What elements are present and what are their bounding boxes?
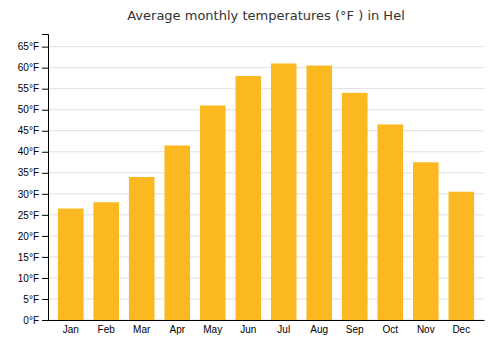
y-tick-label: 60°F [18, 62, 39, 73]
y-tick-label: 55°F [18, 83, 39, 94]
x-tick-label: Apr [169, 324, 185, 335]
y-tick-mark [42, 173, 48, 174]
y-tick-mark [42, 215, 48, 216]
y-tick-mark [42, 236, 48, 237]
x-tick-label: Aug [310, 324, 328, 335]
y-tick-label: 20°F [18, 231, 39, 242]
y-tick-label: 10°F [18, 273, 39, 284]
y-tick-mark [42, 257, 48, 258]
x-tick-label: Nov [417, 324, 435, 335]
grid-line [48, 109, 484, 110]
y-tick-mark [42, 47, 48, 48]
bar [448, 192, 474, 320]
x-tick-label: Sep [346, 324, 364, 335]
x-tick-label: Feb [98, 324, 116, 335]
y-tick-label: 50°F [18, 104, 39, 115]
y-tick: 10°F [18, 273, 48, 284]
x-tick: Aug [310, 324, 328, 335]
y-tick: 65°F [18, 41, 48, 52]
y-tick: 55°F [18, 83, 48, 94]
y-axis-line [42, 35, 49, 321]
y-tick-mark [42, 299, 48, 300]
bar [93, 202, 119, 320]
x-axis-line [49, 320, 485, 321]
x-tick: Nov [417, 324, 435, 335]
x-tick-label: Jan [63, 324, 79, 335]
bar [377, 124, 403, 320]
bar [200, 106, 226, 321]
x-tick-label: Jun [240, 324, 256, 335]
title: Average monthly temperatures (°F ) in He… [127, 8, 405, 23]
y-tick: 5°F [23, 294, 48, 305]
y-tick-mark [42, 152, 48, 153]
x-tick-label: May [203, 324, 222, 335]
y-tick-label: 25°F [18, 210, 39, 221]
bar [129, 177, 155, 320]
y-tick-label: 15°F [18, 252, 39, 263]
bar [306, 66, 332, 320]
x-tick: Apr [169, 324, 185, 335]
x-tick: Jun [240, 324, 256, 335]
y-tick-mark [42, 68, 48, 69]
x-tick: Jan [63, 324, 79, 335]
grid-line [48, 46, 484, 47]
y-tick-mark [42, 131, 48, 132]
bar [235, 76, 261, 320]
bar [271, 63, 297, 320]
y-tick-label: 45°F [18, 125, 39, 136]
bar [342, 93, 368, 320]
x-axis: Jan Feb Mar Apr May Jun Jul Aug Sep Oct Nov Dec [49, 321, 485, 336]
x-tick: Dec [452, 324, 470, 335]
y-tick: 40°F [18, 146, 48, 157]
grid-line [48, 67, 484, 68]
x-tick: Mar [133, 324, 151, 335]
grid-line [48, 88, 484, 89]
y-tick: 15°F [18, 252, 48, 263]
y-tick-mark [42, 110, 48, 111]
grid [48, 47, 484, 320]
y-tick-mark [42, 278, 48, 279]
y-tick-label: 5°F [23, 294, 39, 305]
y-tick: 45°F [18, 125, 48, 136]
y-tick: 20°F [18, 231, 48, 242]
y-tick: 0°F [23, 315, 48, 326]
y-tick: 25°F [18, 210, 48, 221]
y-tick-label: 65°F [18, 41, 39, 52]
x-tick-label: Oct [382, 324, 398, 335]
y-tick-mark [42, 194, 48, 195]
grid-line [48, 130, 484, 131]
x-tick: May [203, 324, 222, 335]
y-tick: 50°F [18, 104, 48, 115]
y-tick: 30°F [18, 189, 48, 200]
bars [58, 63, 474, 320]
x-tick: Feb [98, 324, 116, 335]
chart: 0°F 5°F 10°F 15°F 20°F 25°F 30°F 35°F 40°F 45°F 50… [0, 0, 500, 350]
y-tick-mark [42, 320, 48, 321]
y-tick: 60°F [18, 62, 48, 73]
y-tick-mark [42, 89, 48, 90]
x-tick-label: Dec [452, 324, 470, 335]
bar [58, 209, 84, 320]
y-axis: 0°F 5°F 10°F 15°F 20°F 25°F 30°F 35°F 40°F 45°F 50… [18, 35, 49, 326]
y-tick-label: 35°F [18, 167, 39, 178]
x-tick: Oct [382, 324, 398, 335]
y-tick-label: 0°F [23, 315, 39, 326]
x-tick-label: Mar [133, 324, 151, 335]
bar [413, 162, 439, 320]
x-tick-label: Jul [277, 324, 290, 335]
y-tick-label: 40°F [18, 146, 39, 157]
y-tick: 35°F [18, 167, 48, 178]
x-tick: Jul [277, 324, 290, 335]
x-tick: Sep [346, 324, 364, 335]
bar [164, 145, 190, 320]
grid-line [48, 151, 484, 152]
y-tick-label: 30°F [18, 189, 39, 200]
